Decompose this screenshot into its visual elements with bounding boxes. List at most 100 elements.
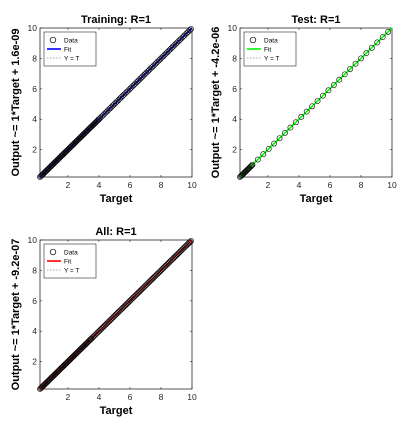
all-data-point <box>128 296 135 303</box>
all-data-point <box>141 283 148 290</box>
all-data-point <box>159 265 166 272</box>
all-plot: All: R=1 Target Output ~= 1*Target + -9.2e… <box>10 226 197 417</box>
training-plot: Training: R=1 Target Output ~= 1*Target + … <box>10 14 197 205</box>
all-title: All: R=1 <box>95 226 136 238</box>
all-data-point <box>99 325 105 332</box>
test-xtick-label: 10 <box>387 180 397 190</box>
all-data-point <box>145 279 152 286</box>
all-data-point <box>158 266 165 273</box>
all-data-point <box>90 333 97 340</box>
test-data-point <box>320 92 326 99</box>
all-data-point <box>181 244 188 251</box>
all-data-point <box>142 282 149 289</box>
all-data-point <box>139 285 146 292</box>
all-data-point <box>187 239 193 245</box>
all-data-point <box>125 299 131 306</box>
training-ytick-label: 6 <box>32 84 37 94</box>
training-ytick-label: 2 <box>32 145 37 155</box>
test-data-point <box>260 151 267 158</box>
test-plot: Test: R=1 Target Output ~= 1*Target + -4.2… <box>210 14 397 205</box>
all-data-point <box>114 310 121 317</box>
all-data-point <box>118 306 125 312</box>
test-legend: Data Fit Y = T <box>243 31 297 67</box>
training-xtick-label: 6 <box>128 180 133 190</box>
all-data-point <box>107 316 114 323</box>
test-data-point <box>292 119 299 126</box>
all-data-point <box>117 307 124 313</box>
all-data-point <box>106 317 113 324</box>
training-legend-label: Data <box>64 38 78 45</box>
all-data-point <box>167 258 174 265</box>
all-data-point <box>170 255 177 261</box>
all-data-point <box>185 240 192 246</box>
test-data-point <box>363 50 370 56</box>
all-data-point <box>104 319 111 326</box>
all-data-point <box>180 245 187 252</box>
all-data-point <box>164 261 171 268</box>
test-xtick-label: 2 <box>266 180 271 190</box>
all-data-point <box>88 335 95 342</box>
all-data-point <box>108 315 115 322</box>
training-legend-label: Fit <box>64 47 71 54</box>
test-data-point <box>287 124 294 131</box>
test-xtick-label: 4 <box>297 180 302 190</box>
all-data-point <box>101 323 108 329</box>
all-xtick-label: 10 <box>187 392 197 402</box>
training-data-point <box>186 27 193 34</box>
test-xtick-label: 6 <box>328 180 333 190</box>
test-title: Test: R=1 <box>291 14 340 26</box>
all-data-point <box>146 278 153 285</box>
all-data-point <box>176 249 183 256</box>
test-data-point <box>352 60 359 67</box>
test-ytick-label: 8 <box>232 53 237 63</box>
all-data-point <box>123 301 129 308</box>
test-data-point <box>271 140 278 147</box>
test-data-point <box>341 71 348 78</box>
test-data-point <box>325 87 332 94</box>
all-data-point <box>162 263 168 270</box>
test-data-point <box>249 161 256 168</box>
training-ytick-label: 4 <box>32 114 37 124</box>
test-legend-label: Fit <box>264 47 271 54</box>
all-legend-data-marker <box>49 248 57 256</box>
all-data-point <box>161 264 167 271</box>
training-ytick-label: 8 <box>32 53 37 63</box>
test-legend-label: Y = T <box>264 56 280 63</box>
all-data-point <box>168 257 175 263</box>
all-data-point <box>174 251 180 258</box>
all-data-point <box>138 286 145 293</box>
all-ytick-label: 10 <box>28 235 38 245</box>
test-data-point <box>265 145 272 152</box>
all-data-point <box>144 280 151 287</box>
all-data-point <box>157 267 164 274</box>
training-xlabel: Target <box>100 193 133 205</box>
all-data-point <box>153 272 160 278</box>
all-data-point <box>129 295 136 302</box>
all-data-point <box>109 314 116 321</box>
training-xtick-label: 2 <box>66 180 71 190</box>
test-xtick-label: 8 <box>359 180 364 190</box>
test-xlabel: Target <box>300 193 333 205</box>
all-data-point <box>87 336 94 343</box>
test-ytick-label: 6 <box>232 84 237 94</box>
all-data-point <box>155 269 162 276</box>
all-data-point <box>131 293 138 300</box>
all-legend-label: Y = T <box>64 268 80 275</box>
training-xtick-label: 10 <box>187 180 197 190</box>
test-data-point <box>374 39 381 46</box>
test-legend-label: Data <box>264 38 278 45</box>
all-data-point <box>188 238 194 244</box>
all-data-point <box>136 289 142 295</box>
all-data-point <box>154 271 161 277</box>
all-data-point <box>134 290 141 296</box>
all-data-point <box>98 326 104 333</box>
all-data-point <box>182 243 189 250</box>
training-data-point <box>95 117 102 123</box>
all-data-point <box>91 332 98 339</box>
all-data-point <box>126 298 133 305</box>
test-data-point <box>358 55 364 62</box>
training-title: Training: R=1 <box>81 14 151 26</box>
all-xtick-label: 4 <box>97 392 102 402</box>
all-data-point <box>143 281 150 288</box>
test-data-point <box>385 28 392 35</box>
